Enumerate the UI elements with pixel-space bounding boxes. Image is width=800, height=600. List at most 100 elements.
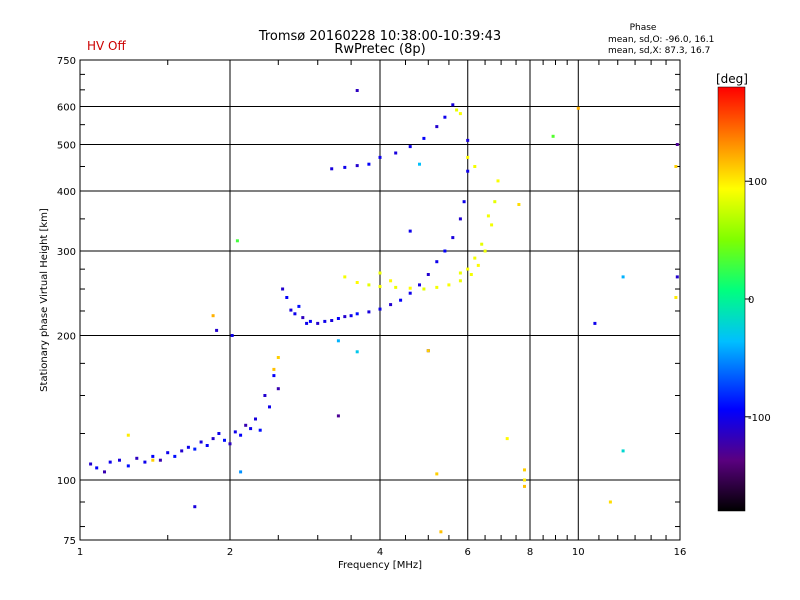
data-point [118, 458, 121, 462]
data-point [621, 275, 625, 279]
data-point [394, 151, 398, 155]
data-point [272, 374, 276, 378]
data-point [422, 287, 426, 291]
data-point [483, 249, 487, 253]
data-point [254, 417, 257, 421]
data-point [621, 449, 625, 453]
data-point [89, 462, 93, 466]
data-point [158, 458, 162, 462]
x-tick-label: 1 [77, 547, 83, 558]
data-point [343, 315, 347, 319]
data-point [447, 283, 451, 287]
data-point [443, 249, 447, 253]
hv-status-label: HV Off [87, 39, 126, 53]
data-point [258, 428, 262, 432]
y-tick-label: 600 [57, 103, 76, 114]
data-point [426, 273, 430, 276]
x-tick-label: 16 [674, 547, 687, 558]
data-point [323, 319, 327, 323]
data-point [674, 165, 678, 168]
data-point [408, 291, 412, 295]
data-point [399, 298, 403, 302]
data-point [135, 456, 139, 460]
data-point [173, 454, 177, 458]
y-tick-label: 400 [57, 187, 76, 198]
data-point [151, 454, 155, 458]
data-point [126, 464, 130, 468]
data-point [217, 432, 221, 435]
data-point [285, 296, 289, 299]
data-point [193, 505, 197, 509]
data-point [343, 165, 347, 169]
grid-lines [80, 60, 680, 540]
data-point [469, 273, 473, 276]
data-point [268, 405, 271, 409]
data-point [297, 304, 301, 308]
data-point [593, 321, 597, 325]
phase-stats-o: mean, sd,O: -96.0, 16.1 [608, 35, 714, 45]
data-point [458, 217, 462, 221]
data-point [435, 472, 439, 476]
data-point [675, 143, 679, 146]
data-point [466, 138, 470, 142]
chart-title-line1: Tromsø 20160228 10:38:00-10:39:43 [258, 29, 501, 44]
data-point [389, 303, 393, 307]
data-point [166, 451, 170, 455]
y-tick-label: 100 [57, 476, 76, 487]
y-axis-ticks: 75 100 200 300 400 500 600 750 [57, 56, 680, 547]
data-point [103, 470, 106, 474]
data-point [151, 458, 155, 462]
data-point [336, 339, 340, 343]
data-point [355, 312, 359, 316]
data-point [458, 112, 462, 116]
data-point [378, 307, 382, 311]
data-point [674, 296, 678, 299]
data-point [276, 356, 280, 359]
data-point [355, 350, 359, 354]
data-point [367, 283, 371, 287]
data-point [486, 214, 490, 218]
data-point [126, 433, 130, 437]
phase-stats-x: mean, sd,X: 87.3, 16.7 [608, 46, 710, 56]
x-axis-label: Frequency [MHz] [338, 560, 422, 571]
data-point [394, 285, 398, 289]
data-point [517, 203, 521, 206]
data-point [355, 281, 359, 284]
data-point [316, 321, 320, 325]
data-point [367, 310, 371, 314]
colorbar-tick-label: 0 [748, 295, 754, 306]
data-point [435, 125, 439, 129]
chart-title-line2: RwPretec (8p) [334, 42, 425, 57]
x-tick-label: 10 [572, 547, 585, 558]
data-point [330, 167, 334, 171]
data-point [239, 433, 243, 437]
data-point [408, 145, 412, 149]
data-point [523, 484, 526, 488]
data-point [205, 444, 209, 447]
data-point [496, 179, 500, 183]
data-point [249, 427, 253, 431]
data-point [276, 387, 280, 391]
colorbar-tick-label: 100 [748, 177, 767, 188]
data-point [233, 430, 237, 434]
data-point [211, 314, 215, 318]
colorbar-gradient [717, 86, 746, 512]
data-point [367, 162, 371, 166]
data-point [235, 239, 239, 243]
y-tick-label: 75 [63, 536, 76, 547]
data-point [108, 460, 112, 464]
x-axis-ticks: 1 2 4 6 8 10 16 [77, 60, 687, 558]
data-point [451, 103, 455, 107]
data-point [473, 256, 477, 260]
data-point [378, 155, 382, 159]
data-point [378, 271, 382, 275]
data-point [355, 89, 359, 92]
data-point [199, 440, 203, 444]
data-point [493, 200, 497, 204]
data-point [343, 275, 347, 279]
data-point [281, 287, 285, 291]
data-point [244, 423, 248, 427]
colorbar-ticks: 100 0 -100 [745, 177, 771, 424]
data-point [389, 279, 393, 283]
